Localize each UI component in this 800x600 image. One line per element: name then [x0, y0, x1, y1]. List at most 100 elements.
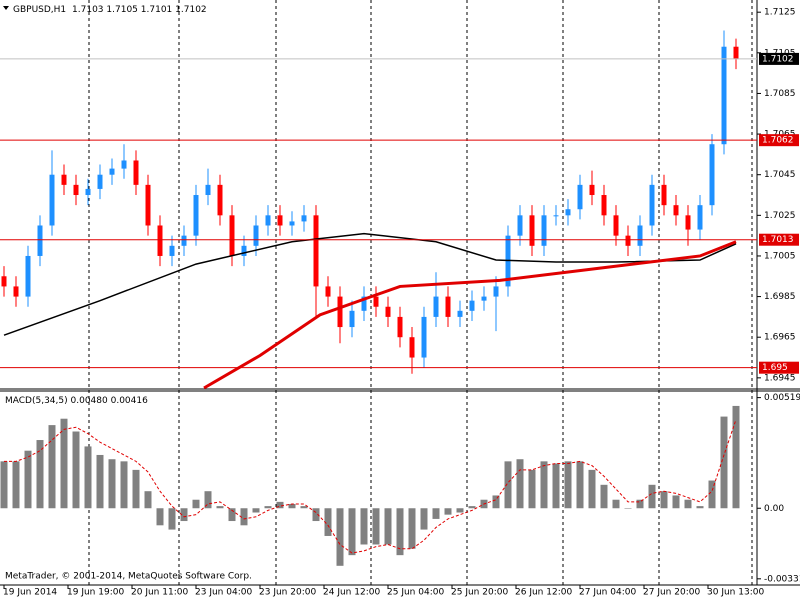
x-tick-label: 27 Jun 04:00	[579, 588, 636, 598]
macd-bar	[492, 495, 500, 509]
menu-arrow[interactable]	[3, 6, 9, 10]
macd-bar	[660, 491, 668, 509]
level-label-bg	[759, 361, 799, 374]
macd-bar	[0, 461, 8, 509]
level-label: 1.695	[762, 363, 788, 373]
candle-body	[373, 296, 379, 307]
macd-bar	[60, 418, 68, 509]
y-tick-label: 1.7005	[764, 251, 796, 261]
macd-bar	[300, 506, 308, 509]
macd-bar	[288, 503, 296, 509]
macd-bar	[24, 450, 32, 509]
candle-body	[1, 276, 7, 287]
macd-bar	[36, 440, 44, 509]
macd-bar	[612, 499, 620, 509]
macd-bar	[132, 469, 140, 509]
macd-bar	[240, 508, 248, 526]
macd-bar	[84, 446, 92, 509]
ohlc-close: 1.7102	[175, 5, 207, 15]
candle-body	[277, 215, 283, 226]
x-tick-label: 20 Jun 11:00	[131, 588, 188, 598]
candle-body	[589, 184, 595, 196]
candle-body	[193, 195, 199, 236]
y-tick-label: 0.00	[764, 504, 784, 514]
macd-bar	[432, 508, 440, 519]
candle-body	[217, 184, 223, 216]
macd-bar	[648, 484, 656, 509]
candle-body	[157, 225, 163, 256]
macd-bar	[168, 508, 176, 530]
macd-bar	[228, 508, 236, 522]
candle-body	[445, 296, 451, 317]
candle-body	[409, 337, 415, 358]
x-tick-label: 19 Jun 2014	[3, 588, 57, 598]
macd-bar	[108, 459, 116, 509]
candle-body	[661, 184, 667, 206]
candle-body	[541, 215, 547, 246]
candle-body	[313, 215, 319, 287]
x-tick-label: 23 Jun 04:00	[195, 588, 252, 598]
level-label-bg	[759, 52, 799, 65]
candle-body	[517, 215, 523, 236]
candle-body	[265, 215, 271, 226]
macd-bar	[264, 506, 272, 509]
candle-body	[121, 160, 127, 169]
ohlc-high: 1.7105	[106, 5, 138, 15]
macd-bar	[636, 499, 644, 509]
candle-body	[469, 300, 475, 311]
candle-body	[397, 316, 403, 338]
symbol: GBPUSD,H1	[13, 5, 66, 15]
macd-bar	[384, 508, 392, 545]
macd-bar	[444, 508, 452, 515]
macd-bar	[276, 501, 284, 509]
candle-body	[61, 174, 67, 185]
macd-bar	[684, 499, 692, 509]
macd-bar	[456, 508, 464, 513]
candle-body	[529, 215, 535, 246]
y-tick-label: 1.7125	[764, 8, 796, 18]
candle-body	[97, 174, 103, 189]
candle-body	[13, 286, 19, 297]
macd-bar	[180, 508, 188, 522]
macd-bar	[120, 461, 128, 509]
macd-bar	[504, 461, 512, 509]
y-tick-label: 1.7025	[764, 211, 796, 221]
macd-bar	[516, 459, 524, 509]
signal-line	[4, 419, 737, 554]
y-tick-label: 1.6965	[764, 333, 796, 343]
x-tick-label: 19 Jun 19:00	[67, 588, 124, 598]
macd-bar	[312, 508, 320, 522]
macd-bar	[348, 508, 356, 556]
candle-body	[349, 310, 355, 328]
macd-bar	[324, 508, 332, 536]
candle-body	[229, 215, 235, 256]
macd-bar	[720, 416, 728, 509]
candle-body	[169, 245, 175, 256]
macd-bar	[252, 508, 260, 513]
candle-body	[37, 225, 43, 256]
candle-body	[457, 310, 463, 317]
chart-header: GBPUSD,H1 1.7103 1.7105 1.7101 1.7102	[13, 5, 207, 15]
x-tick-label: 26 Jun 12:00	[515, 588, 572, 598]
x-tick-label: 23 Jun 20:00	[259, 588, 316, 598]
candle-body	[625, 235, 631, 246]
candle-body	[709, 144, 715, 206]
macd-bar	[564, 461, 572, 509]
moving-average	[203, 240, 737, 390]
candle-body	[601, 195, 607, 216]
level-label: 1.7102	[762, 54, 794, 64]
x-tick-label: 25 Jun 20:00	[451, 588, 508, 598]
macd-bar	[336, 508, 344, 566]
candle-body	[301, 215, 307, 222]
candle-body	[109, 168, 115, 175]
macd-bar	[192, 499, 200, 509]
y-tick-label: 1.7045	[764, 170, 796, 180]
macd-bar	[552, 463, 560, 509]
y-tick-label: 1.7085	[764, 89, 796, 99]
macd-bar	[588, 469, 596, 509]
macd-bar	[144, 491, 152, 509]
ohlc-open: 1.7103	[72, 5, 104, 15]
candle-body	[253, 225, 259, 246]
level-label-bg	[759, 134, 799, 147]
